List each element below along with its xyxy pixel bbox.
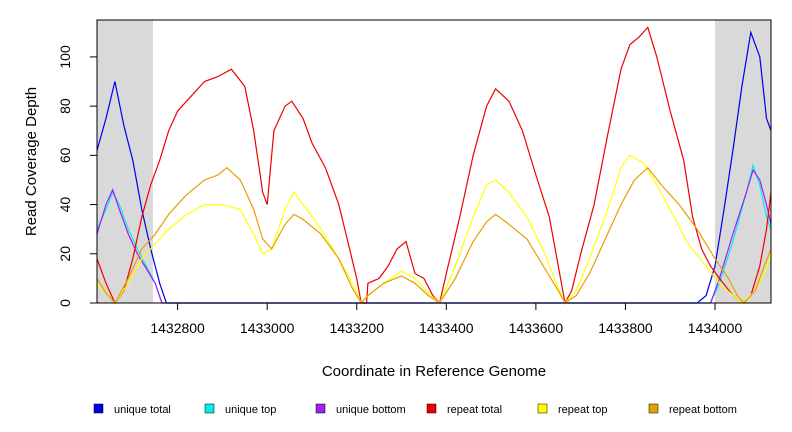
legend-swatch-4 bbox=[426, 403, 437, 414]
series-line-6 bbox=[96, 166, 772, 305]
x-tick-label: 1433800 bbox=[598, 320, 653, 336]
y-tick-label: 100 bbox=[57, 45, 73, 69]
series-lines bbox=[96, 26, 772, 305]
legend-swatch-6 bbox=[648, 403, 659, 414]
x-tick-label: 1433000 bbox=[240, 320, 295, 336]
y-tick-label: 80 bbox=[57, 98, 73, 114]
legend-swatch-3 bbox=[315, 403, 326, 414]
legend-label-4: repeat total bbox=[447, 404, 502, 416]
legend-label-3: unique bottom bbox=[336, 404, 406, 416]
legend-label-5: repeat top bbox=[558, 404, 608, 416]
x-axis-title: Coordinate in Reference Genome bbox=[322, 363, 546, 380]
y-axis-title: Read Coverage Depth bbox=[23, 87, 40, 236]
y-axis: 0 20 40 60 80 100 bbox=[57, 45, 98, 307]
series-line-1 bbox=[96, 29, 772, 304]
series-line-5 bbox=[96, 154, 772, 305]
legend-swatch-2 bbox=[204, 403, 215, 414]
x-tick-label: 1433600 bbox=[509, 320, 564, 336]
legend-label-6: repeat bottom bbox=[669, 404, 737, 416]
x-tick-label: 1433200 bbox=[329, 320, 384, 336]
legend-label-1: unique total bbox=[114, 404, 171, 416]
legend-swatch-5 bbox=[537, 403, 548, 414]
y-tick-label: 40 bbox=[57, 197, 73, 213]
x-tick-label: 1432800 bbox=[150, 320, 205, 336]
x-axis: 1432800 1433000 1433200 1433400 1433600 14338… bbox=[150, 303, 742, 336]
shaded-region-1 bbox=[97, 20, 153, 303]
legend: unique total unique top unique bottom repea… bbox=[93, 403, 737, 416]
shaded-region-2 bbox=[715, 20, 771, 303]
y-tick-label: 20 bbox=[57, 246, 73, 262]
legend-swatch-1 bbox=[93, 403, 104, 414]
y-tick-label: 60 bbox=[57, 147, 73, 163]
series-line-4 bbox=[96, 26, 772, 305]
shaded-regions bbox=[97, 20, 771, 303]
x-tick-label: 1434000 bbox=[688, 320, 743, 336]
y-tick-label: 0 bbox=[57, 299, 73, 307]
legend-label-2: unique top bbox=[225, 404, 276, 416]
plot-frame bbox=[96, 19, 772, 304]
series-line-3 bbox=[96, 168, 772, 304]
x-tick-label: 1433400 bbox=[419, 320, 474, 336]
